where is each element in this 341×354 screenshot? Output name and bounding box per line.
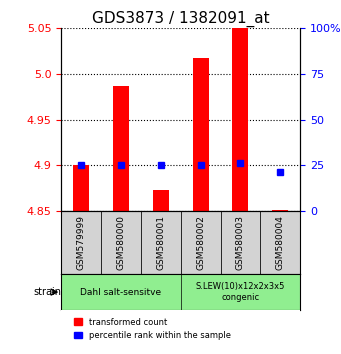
Bar (73, 165, 89, 211)
Text: GSM580003: GSM580003 (236, 215, 245, 270)
Text: GSM580001: GSM580001 (156, 215, 165, 270)
Legend: transformed count, percentile rank within the sample: transformed count, percentile rank withi… (70, 314, 234, 343)
Text: GSM579999: GSM579999 (77, 215, 86, 270)
Bar (153, 190, 169, 211)
FancyBboxPatch shape (141, 211, 181, 274)
Text: S.LEW(10)x12x2x3x5
congenic: S.LEW(10)x12x2x3x5 congenic (196, 282, 285, 302)
Bar (113, 86, 129, 211)
Text: Dahl salt-sensitve: Dahl salt-sensitve (80, 287, 162, 297)
FancyBboxPatch shape (221, 211, 260, 274)
Bar (272, 210, 288, 211)
Text: GSM580004: GSM580004 (276, 215, 285, 270)
Text: GSM580002: GSM580002 (196, 215, 205, 270)
Bar (193, 58, 209, 211)
FancyBboxPatch shape (101, 211, 141, 274)
FancyBboxPatch shape (61, 211, 101, 274)
Text: strain: strain (33, 287, 61, 297)
FancyBboxPatch shape (260, 211, 300, 274)
Title: GDS3873 / 1382091_at: GDS3873 / 1382091_at (92, 11, 269, 27)
FancyBboxPatch shape (181, 211, 221, 274)
Text: GSM580000: GSM580000 (117, 215, 125, 270)
Bar (233, 28, 248, 211)
